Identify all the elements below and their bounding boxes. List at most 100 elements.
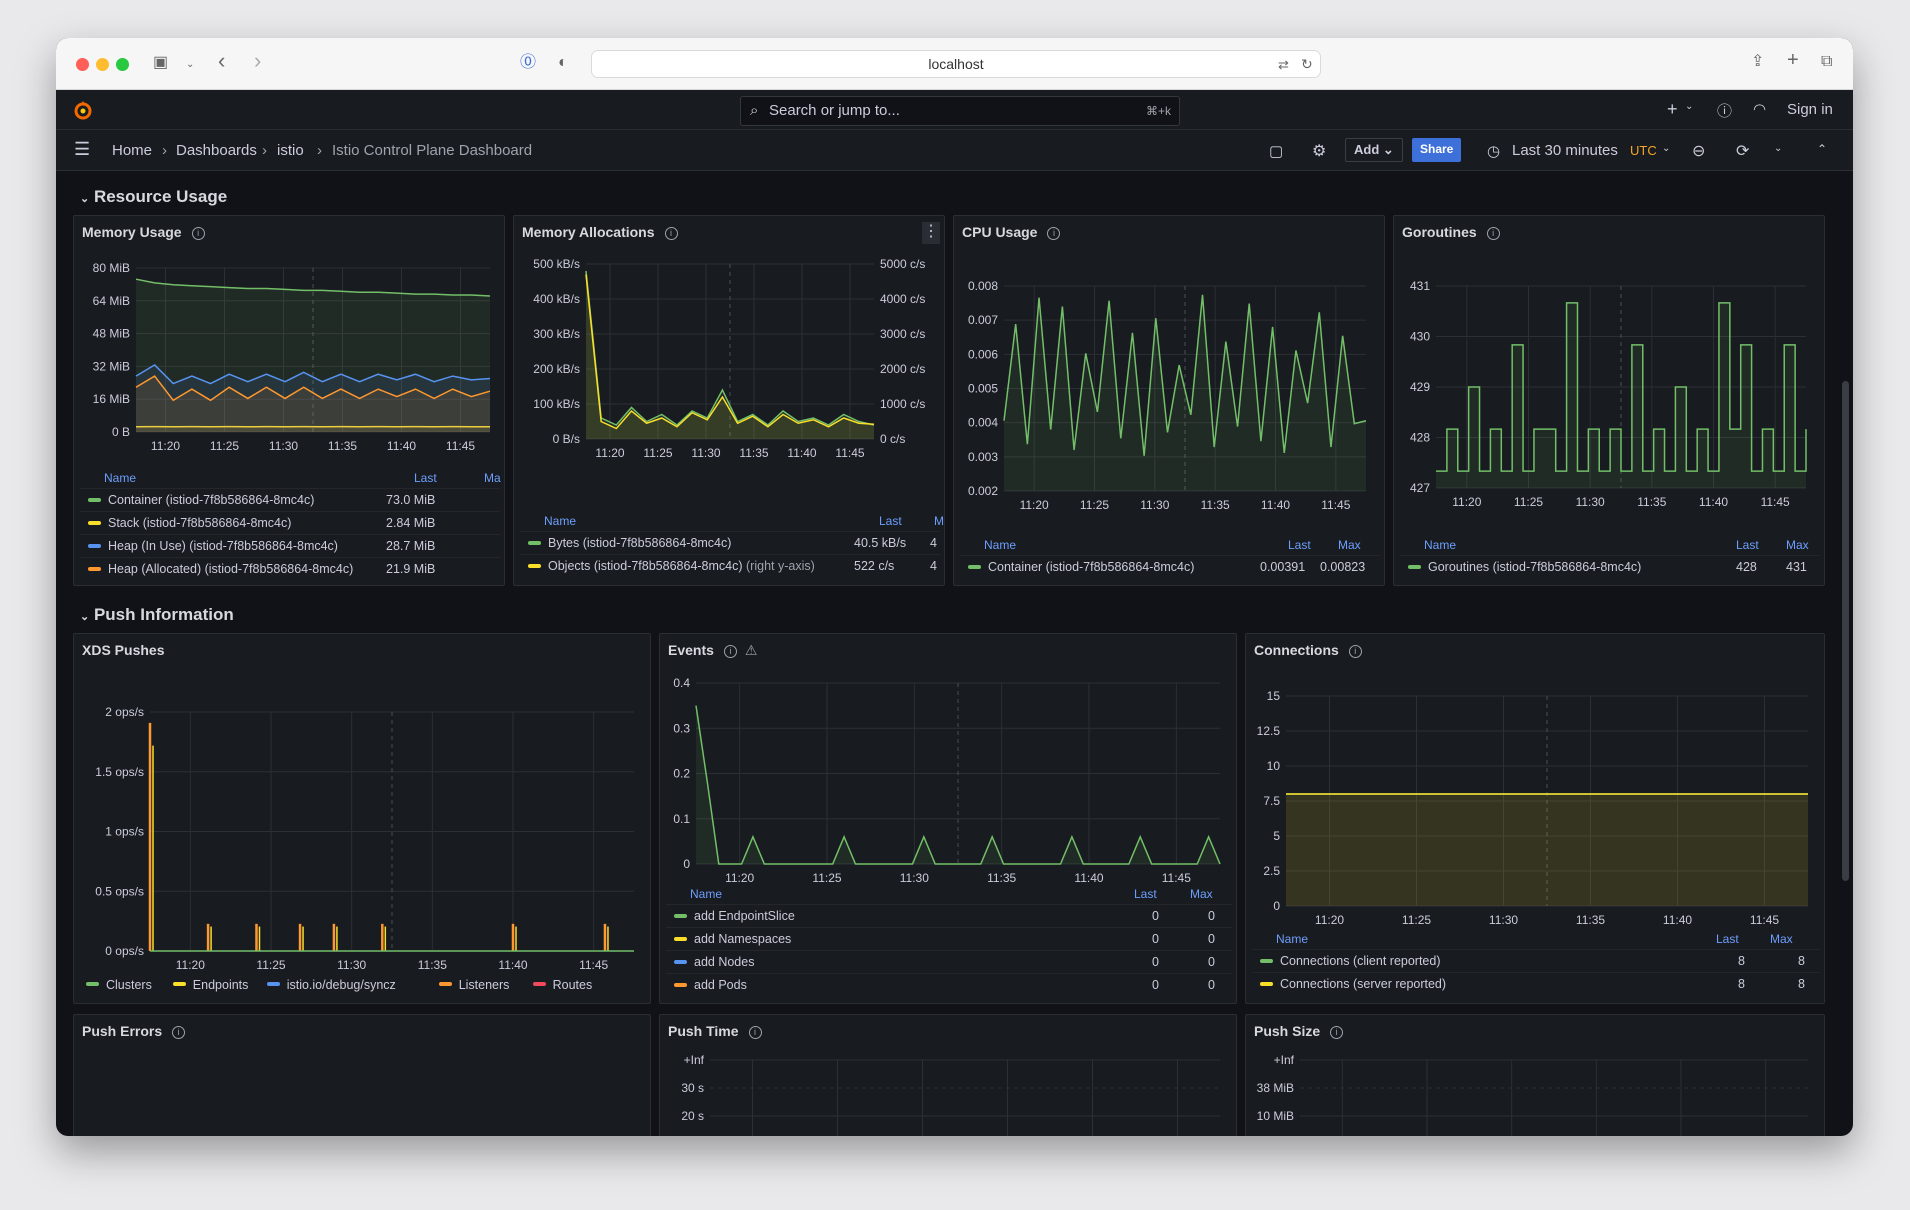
menu-icon[interactable]: ☰ xyxy=(74,139,91,159)
info-icon[interactable]: i xyxy=(191,227,205,240)
legend-row[interactable]: add Nodes 0 0 xyxy=(666,950,1232,972)
legend-last-value: 0 xyxy=(1152,932,1159,946)
legend-row[interactable]: Container (istiod-7f8b586864-8mc4c) 0.003… xyxy=(960,555,1380,577)
reload-icon[interactable]: ↻ xyxy=(1301,56,1313,72)
legend-row[interactable]: Goroutines (istiod-7f8b586864-8mc4c) 428 4… xyxy=(1400,555,1820,577)
legend-item[interactable]: istio.io/debug/syncz xyxy=(266,978,396,992)
legend-row[interactable]: add EndpointSlice 0 0 xyxy=(666,904,1232,926)
panel-menu-icon[interactable]: ⋮ xyxy=(922,222,940,244)
minimize-window-button[interactable] xyxy=(96,58,109,71)
sign-in-link[interactable]: Sign in xyxy=(1787,101,1833,118)
legend-header-name[interactable]: Name xyxy=(1276,932,1309,946)
zoom-window-button[interactable] xyxy=(116,58,129,71)
info-icon[interactable]: i xyxy=(1047,227,1061,240)
y-tick-label: 200 kB/s xyxy=(533,362,580,376)
legend-row[interactable]: Container (istiod-7f8b586864-8mc4c) 73.0 … xyxy=(80,488,500,510)
legend-row[interactable]: Stack (istiod-7f8b586864-8mc4c) 2.84 MiB xyxy=(80,511,500,533)
legend-header-last[interactable]: Last xyxy=(414,471,437,485)
legend-header-last[interactable]: Last xyxy=(879,514,902,528)
push-time-chart[interactable]: +Inf 30 s 20 s xyxy=(660,1050,1237,1136)
search-input[interactable]: ⌕ Search or jump to... ⌘+k xyxy=(740,96,1180,126)
news-icon[interactable]: ◠ xyxy=(1753,101,1767,118)
grafana-logo-icon[interactable] xyxy=(72,99,94,121)
time-range-picker[interactable]: Last 30 minutes xyxy=(1512,142,1618,159)
events-chart[interactable]: 0 0.1 0.2 0.3 0.4 11:20 11:25 11:30 11:35 11:40 11… xyxy=(660,664,1237,909)
shield-icon[interactable]: ◐ xyxy=(558,54,568,71)
legend-item[interactable]: Endpoints xyxy=(172,978,248,992)
legend-row[interactable]: add Pods 0 0 xyxy=(666,973,1232,995)
goroutines-chart[interactable]: 427 428 429 430 431 11:20 11:25 11:30 11:35 11:40… xyxy=(1394,256,1825,531)
info-icon[interactable]: i xyxy=(748,1026,762,1039)
breadcrumb-home[interactable]: Home xyxy=(112,142,153,159)
info-icon[interactable]: i xyxy=(1330,1026,1344,1039)
legend-item[interactable]: Routes xyxy=(532,978,592,992)
address-bar[interactable]: localhost xyxy=(591,50,1321,78)
legend-swatch xyxy=(88,498,101,502)
password-icon[interactable]: ⓪ xyxy=(520,54,537,71)
gear-icon[interactable]: ⚙ xyxy=(1312,143,1327,160)
chevron-down-icon[interactable]: ⌄ xyxy=(1662,143,1671,154)
legend-row[interactable]: Heap (In Use) (istiod-7f8b586864-8mc4c) 2… xyxy=(80,534,500,556)
push-size-chart[interactable]: +Inf 38 MiB 10 MiB xyxy=(1246,1050,1825,1136)
scrollbar[interactable] xyxy=(1842,381,1849,881)
warning-icon[interactable]: ⚠ xyxy=(744,642,758,658)
chevron-down-icon[interactable]: ⌄ xyxy=(1685,101,1694,112)
translate-icon[interactable]: ⇄ xyxy=(1278,57,1289,72)
tabs-overview-icon[interactable]: ⧉ xyxy=(1821,53,1833,70)
collapse-icon[interactable]: ⌃ xyxy=(1817,142,1828,156)
legend-header-max[interactable]: Max xyxy=(1770,932,1793,946)
forward-icon[interactable]: › xyxy=(254,48,262,73)
save-icon[interactable]: ▢ xyxy=(1269,143,1284,160)
chevron-down-icon[interactable]: ⌄ xyxy=(1774,143,1783,154)
breadcrumb-istio[interactable]: istio xyxy=(277,142,304,159)
sidebar-toggle-icon[interactable]: ▣ xyxy=(153,54,169,71)
info-icon[interactable]: i xyxy=(664,227,678,240)
legend-row[interactable]: add Namespaces 0 0 xyxy=(666,927,1232,949)
info-icon[interactable]: i xyxy=(1486,227,1500,240)
breadcrumb-dashboards[interactable]: Dashboards xyxy=(176,142,257,159)
legend-header-name[interactable]: Name xyxy=(984,538,1017,552)
legend-header-max[interactable]: Max xyxy=(1190,887,1213,901)
legend-row[interactable]: Connections (client reported) 8 8 xyxy=(1252,949,1820,971)
legend-header-max_cut[interactable]: Ma xyxy=(484,471,501,485)
section-push-information[interactable]: ⌄ Push Information xyxy=(80,605,234,625)
zoom-out-icon[interactable]: ⊖ xyxy=(1692,143,1706,160)
legend-item[interactable]: Clusters xyxy=(86,978,152,992)
memory-allocations-chart[interactable]: 0 B/s 100 kB/s 200 kB/s 300 kB/s 400 kB/s 500… xyxy=(514,252,945,502)
xds-pushes-chart[interactable]: 0 ops/s 0.5 ops/s 1 ops/s 1.5 ops/s 2 ops/s 1… xyxy=(74,664,651,989)
help-icon[interactable]: ⓘ xyxy=(1717,103,1733,120)
legend-header-name[interactable]: Name xyxy=(690,887,723,901)
legend-header-max[interactable]: Max xyxy=(1786,538,1809,552)
legend-header-last[interactable]: Last xyxy=(1716,932,1739,946)
new-tab-icon[interactable]: + xyxy=(1787,49,1799,71)
share-icon[interactable]: ⇪ xyxy=(1751,53,1765,70)
back-icon[interactable]: ‹ xyxy=(218,48,226,73)
x-tick-label: 11:25 xyxy=(210,439,239,453)
info-icon[interactable]: i xyxy=(1348,645,1362,658)
section-resource-usage[interactable]: ⌄ Resource Usage xyxy=(80,187,227,207)
close-window-button[interactable] xyxy=(76,58,89,71)
legend-row[interactable]: Bytes (istiod-7f8b586864-8mc4c) 40.5 kB/s… xyxy=(520,531,940,553)
legend-header-name[interactable]: Name xyxy=(544,514,577,528)
legend-header-last[interactable]: Last xyxy=(1134,887,1157,901)
cpu-usage-chart[interactable]: 0.002 0.003 0.004 0.005 0.006 0.007 0.008 11:20… xyxy=(954,256,1385,531)
chevron-down-icon[interactable]: ⌄ xyxy=(186,59,195,70)
legend-header-name[interactable]: Name xyxy=(1424,538,1457,552)
share-button[interactable]: Share xyxy=(1412,138,1462,162)
legend-header-last[interactable]: Last xyxy=(1288,538,1311,552)
legend-row[interactable]: Objects (istiod-7f8b586864-8mc4c) (right… xyxy=(520,554,940,576)
legend-item[interactable]: Listeners xyxy=(438,978,509,992)
legend-header-max[interactable]: Max xyxy=(934,514,944,528)
legend-header-name[interactable]: Name xyxy=(104,471,137,485)
plus-icon[interactable]: + xyxy=(1667,99,1678,119)
legend-header-last[interactable]: Last xyxy=(1736,538,1759,552)
info-icon[interactable]: i xyxy=(172,1026,186,1039)
connections-chart[interactable]: 0 2.5 5 7.5 10 12.5 15 11:20 11:25 11:30 11:35 11:4… xyxy=(1246,664,1825,954)
add-button[interactable]: Add ⌄ xyxy=(1345,138,1403,162)
info-icon[interactable]: i xyxy=(723,645,737,658)
refresh-icon[interactable]: ⟳ xyxy=(1736,143,1750,160)
memory-usage-chart[interactable]: 0 B 16 MiB 32 MiB 48 MiB 64 MiB 80 MiB 11:20 11… xyxy=(74,256,505,476)
legend-row[interactable]: Heap (Allocated) (istiod-7f8b586864-8mc4… xyxy=(80,557,500,579)
legend-row[interactable]: Connections (server reported) 8 8 xyxy=(1252,972,1820,994)
legend-header-max[interactable]: Max xyxy=(1338,538,1361,552)
